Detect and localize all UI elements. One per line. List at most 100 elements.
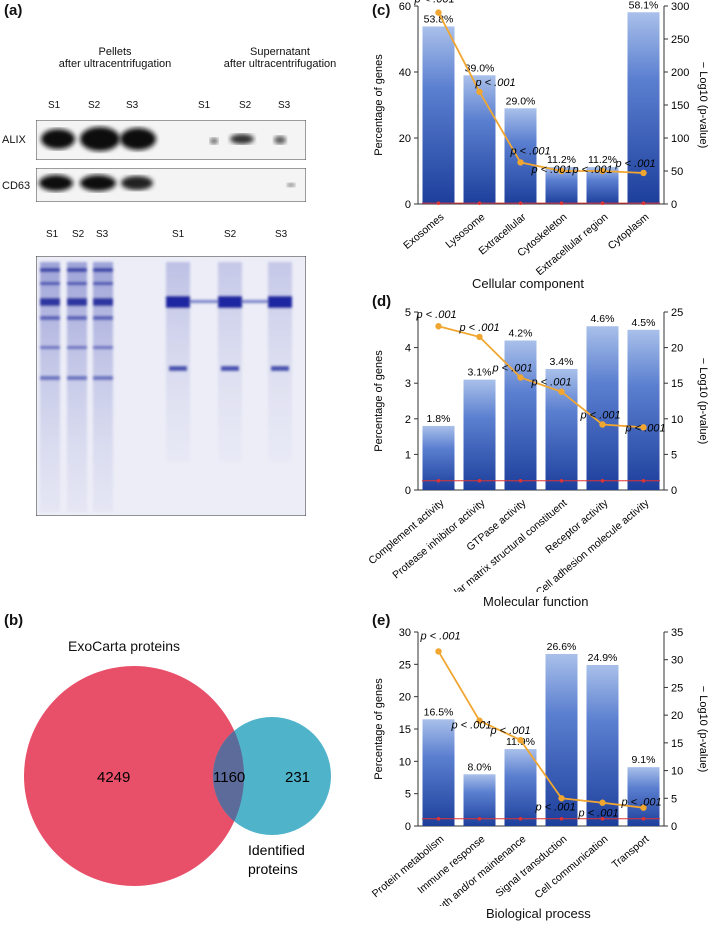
threshold-marker (641, 816, 646, 821)
bar (504, 340, 537, 490)
blot-lane-s2-sup: S2 (239, 100, 252, 111)
pvalue-line (437, 12, 644, 174)
threshold-marker (559, 478, 564, 483)
bar (422, 719, 455, 826)
x-tick-label: Complement activity (366, 497, 447, 567)
y2-tick-label: 0 (671, 821, 677, 833)
pvalue-label: p < .001 (615, 158, 656, 170)
threshold-marker (600, 478, 605, 483)
y-tick-label: 60 (399, 1, 411, 13)
y-tick-label: 5 (405, 789, 411, 801)
pvalue-point (517, 159, 524, 166)
x-tick-label: Transport (610, 833, 652, 871)
pvalue-label: p < .001 (451, 720, 492, 732)
panel-d-label: (d) (372, 293, 392, 310)
pvalue-label: p < .001 (572, 164, 613, 176)
cd63-band (39, 175, 73, 191)
y2-tick-label: 35 (671, 627, 683, 639)
pvalue-point (640, 169, 647, 177)
pvalue-point (435, 323, 442, 330)
exocarta-circle (24, 666, 244, 886)
y2-tick-label: 0 (671, 485, 677, 497)
overlap-count: 1160 (213, 769, 245, 786)
bar-value-label: 39.0% (465, 62, 495, 74)
bar (627, 767, 660, 826)
chart-d-title: Molecular function (483, 594, 589, 609)
alix-band (41, 129, 75, 149)
bar-value-label: 11.2% (588, 154, 617, 166)
panel-c-label: (c) (372, 2, 391, 19)
y2-tick-label: 15 (671, 738, 683, 750)
chart-cellular-component: 0 20 40 60 0 50 100 150 200 250 300 Percentage of g… (373, 0, 709, 275)
alix-band (210, 138, 218, 144)
x-tick-label: Signal transduction (493, 833, 569, 900)
identified-label-line2: proteins (248, 861, 298, 877)
pvalue-label: p < .001 (510, 145, 551, 157)
identified-circle (213, 717, 331, 835)
threshold-marker (477, 816, 482, 821)
pvalue-label: p < .001 (580, 409, 621, 421)
y-tick-label: 0 (405, 821, 411, 833)
pvalue-point (599, 421, 606, 428)
y2-tick-label: 5 (671, 793, 677, 805)
y2-tick-label: 50 (671, 166, 683, 178)
bar-value-label: 1.8% (427, 413, 451, 425)
exocarta-only-count: 4249 (97, 769, 130, 786)
threshold-marker (436, 478, 441, 483)
y-tick-label: 1 (405, 449, 411, 461)
cd63-band (121, 176, 153, 190)
chart-biological-process: 0 5 10 15 20 25 30 0 5 10 15 20 25 30 35 Percentage of … (370, 627, 709, 906)
y2-axis-title: − Log10 (p-value) (697, 358, 709, 445)
y-axis-title: Percentage of genes (373, 350, 385, 452)
pellets-title: Pellets after ultracentrifugation (55, 46, 175, 70)
y-tick-label: 15 (399, 724, 411, 736)
threshold-marker (436, 816, 441, 821)
bar-value-label: 24.9% (588, 652, 618, 664)
y2-tick-label: 30 (671, 655, 683, 667)
bar (463, 379, 496, 490)
pvalue-point (517, 736, 524, 744)
y2-tick-label: 10 (671, 414, 683, 426)
bar (504, 108, 537, 204)
pvalue-label: p < .001 (531, 164, 572, 176)
y-tick-label: 4 (405, 343, 411, 355)
bar-value-label: 29.0% (506, 95, 536, 107)
pvalue-point (435, 9, 442, 16)
panel-b-label: (b) (4, 612, 24, 629)
gel-lane-s2: S2 (72, 229, 85, 240)
panel-a-label: (a) (4, 2, 23, 19)
pvalue-point (640, 804, 647, 811)
gel-lane-s3: S3 (96, 229, 109, 240)
pvalue-point (558, 388, 565, 395)
bar (586, 664, 619, 826)
y-tick-label: 40 (399, 67, 411, 79)
bar-value-label: 9.1% (632, 754, 656, 766)
pellets-title-line1: Pellets (98, 46, 132, 58)
supernatant-title: Supernatant after ultracentrifugation (205, 46, 355, 70)
venn-diagram: 4249 1160 231 Identified proteins (24, 666, 331, 886)
bar-value-label: 3.1% (468, 367, 492, 379)
pvalue-label: p < .001 (492, 363, 533, 375)
y2-tick-label: 100 (671, 133, 689, 145)
bar-value-label: 58.1% (629, 0, 659, 11)
bar-value-label: 11.2% (547, 154, 576, 166)
threshold-marker (559, 201, 564, 205)
y2-tick-label: 300 (671, 1, 689, 13)
alix-band (80, 127, 120, 151)
threshold-marker (477, 201, 482, 205)
y2-tick-label: 200 (671, 67, 689, 79)
pvalue-point (476, 88, 483, 96)
pellets-title-line2: after ultracentrifugation (58, 58, 172, 70)
chart-e-title: Biological process (486, 906, 591, 921)
y2-tick-label: 0 (671, 199, 677, 211)
y2-tick-label: 150 (671, 100, 689, 112)
threshold-marker (477, 478, 482, 483)
bar-value-label: 4.5% (632, 317, 656, 329)
y-tick-label: 25 (399, 659, 411, 671)
pvalue-line (437, 650, 644, 809)
pvalue-label: p < .001 (578, 808, 619, 820)
pvalue-label: p < .001 (535, 801, 576, 813)
threshold-marker (436, 201, 441, 205)
blot-lane-s3-sup: S3 (278, 100, 291, 111)
pvalue-point (435, 648, 442, 655)
